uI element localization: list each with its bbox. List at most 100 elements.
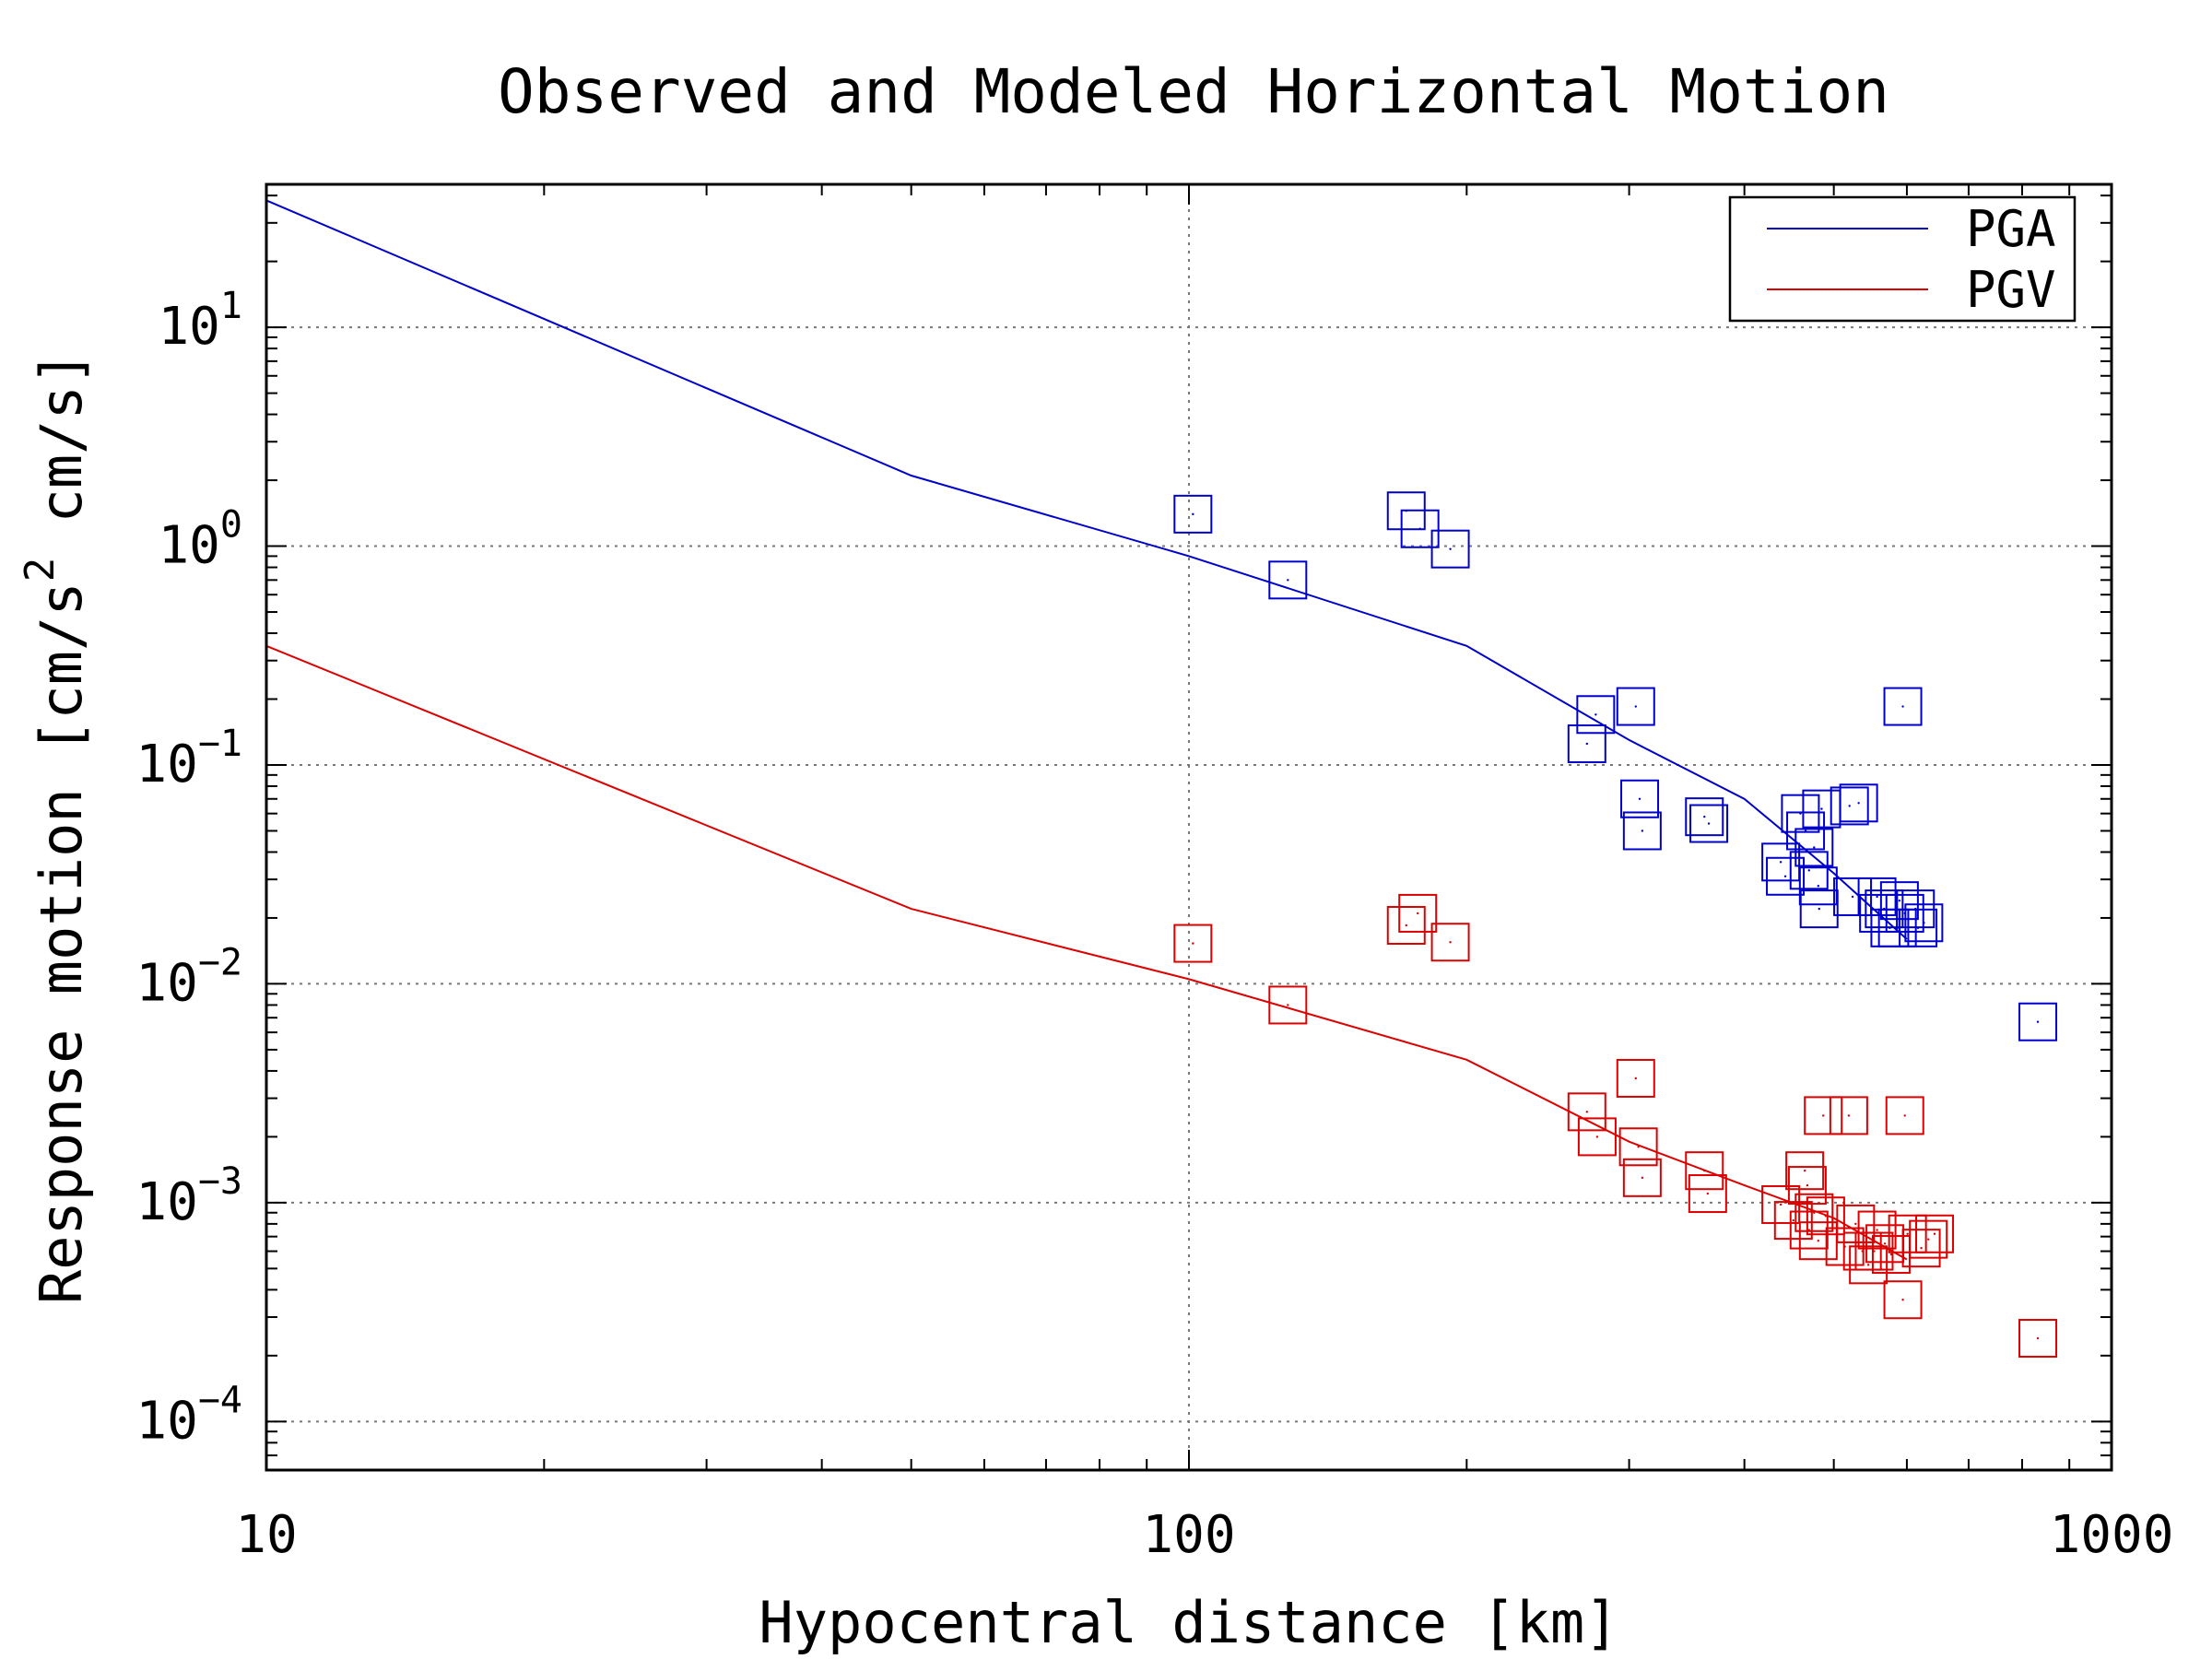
data-point-pga	[1786, 811, 1826, 851]
x-tick-labels: 10 100 1000	[235, 1505, 2173, 1565]
data-point-center-pgv	[1847, 1114, 1851, 1117]
data-point-pgv	[1268, 985, 1308, 1025]
data-point-center-pgv	[1920, 1246, 1923, 1250]
data-point-pgv	[1688, 1174, 1727, 1214]
data-point-center-pgv	[1192, 942, 1194, 945]
data-point-center-pga	[1449, 547, 1452, 550]
data-point-center-pga	[2036, 1020, 2040, 1023]
axis-ticks	[265, 184, 2112, 1471]
data-point-center-pgv	[1901, 1299, 1904, 1301]
data-point-pga	[1883, 687, 1923, 726]
x-tick-label: 1000	[2050, 1505, 2174, 1565]
data-point-pgv	[1829, 1096, 1868, 1135]
data-point-center-pgv	[1933, 1232, 1936, 1235]
data-point-center-pgv	[1876, 1229, 1878, 1231]
data-point-pga	[1620, 779, 1660, 818]
data-point-center-pga	[1916, 926, 1920, 930]
data-point-pgv	[1173, 924, 1213, 963]
data-point-pga	[1857, 877, 1897, 916]
data-point-center-pgv	[1287, 1004, 1289, 1006]
data-point-center-pgv	[1803, 1169, 1806, 1172]
data-point-pga	[1766, 856, 1806, 896]
data-point-center-pgv	[1854, 1222, 1857, 1226]
x-axis-label: Hypocentral distance [km]	[759, 1589, 1618, 1656]
legend-box	[1728, 195, 2077, 323]
data-point-center-pgv	[1641, 1176, 1644, 1180]
y-axis-label-tail: cm/s]	[28, 351, 95, 558]
data-point-center-pgv	[1703, 1169, 1706, 1172]
data-point-center-pgv	[1861, 1250, 1864, 1253]
data-point-center-pga	[1901, 705, 1904, 708]
data-point-center-pga	[1641, 830, 1644, 832]
data-point-pgv	[1685, 1151, 1724, 1191]
data-point-center-pgv	[2036, 1336, 2040, 1340]
chart-title: Observed and Modeled Horizontal Motion	[498, 56, 1889, 127]
data-point-center-pgv	[1822, 1114, 1825, 1117]
data-point-pgv	[1386, 905, 1426, 945]
y-axis-label-main: Response motion [cm/s	[28, 582, 95, 1304]
data-point-pgv	[2018, 1319, 2058, 1359]
data-point-pga	[1173, 494, 1213, 534]
data-point-center-pga	[1851, 895, 1854, 899]
data-point-pga	[1794, 828, 1834, 867]
y-tick-label: 10−1	[135, 723, 242, 794]
data-point-center-pga	[1418, 527, 1421, 530]
data-point-center-pga	[1804, 830, 1807, 832]
data-point-center-pga	[1898, 899, 1901, 902]
data-point-center-pga	[1820, 807, 1823, 810]
data-point-center-pgv	[1906, 1232, 1909, 1235]
data-point-pga	[1616, 687, 1655, 726]
data-point-pga	[1789, 851, 1829, 890]
data-point-pga	[1798, 866, 1838, 906]
legend-label-pgv: PGV	[1966, 261, 2056, 319]
data-point-pgv	[1773, 1201, 1813, 1241]
y-tick-label: 10−2	[135, 941, 242, 1013]
data-point-pga	[1622, 811, 1662, 851]
data-point-center-pga	[1707, 822, 1711, 825]
data-point-center-pgv	[1706, 1192, 1710, 1195]
data-point-pgv	[1398, 893, 1438, 933]
data-point-pga	[1833, 877, 1873, 916]
data-point-center-pgv	[1595, 1135, 1599, 1138]
data-point-pga	[1799, 889, 1839, 929]
data-point-pgv	[1909, 1219, 1948, 1259]
y-axis-label: Response motion [cm/s2 cm/s]	[17, 351, 95, 1304]
data-point-center-pga	[1807, 869, 1810, 872]
data-point-center-pga	[1783, 875, 1787, 877]
data-point-center-pga	[1848, 805, 1851, 807]
data-point-pga	[2018, 1002, 2058, 1041]
data-point-center-pgv	[1927, 1238, 1930, 1241]
data-point-center-pga	[1813, 846, 1816, 849]
data-point-pgv	[1430, 923, 1470, 962]
y-tick-label: 101	[158, 285, 242, 357]
model-line-pga	[265, 199, 1908, 940]
y-axis-label-superscript: 2	[17, 558, 64, 582]
legend: PGA PGV	[1728, 195, 2077, 323]
model-line-pgv	[265, 644, 1908, 1261]
data-point-center-pga	[1779, 861, 1783, 864]
data-point-pgv	[1618, 1127, 1658, 1167]
data-point-pgv	[1901, 1229, 1941, 1268]
data-point-pga	[1576, 695, 1616, 735]
model-lines	[265, 199, 1908, 1261]
data-point-center-pga	[1888, 926, 1891, 930]
data-point-center-pga	[1287, 579, 1289, 582]
data-point-pga	[1761, 842, 1801, 882]
data-point-pga	[1430, 529, 1470, 569]
data-point-center-pgv	[1637, 1146, 1640, 1148]
data-point-pgv	[1789, 1210, 1829, 1250]
data-point-pga	[1567, 724, 1606, 763]
data-point-center-pgv	[1817, 1239, 1820, 1242]
data-point-pgv	[1888, 1214, 1927, 1253]
data-point-center-pgv	[1585, 1111, 1588, 1113]
data-point-center-pgv	[1449, 941, 1452, 944]
y-tick-label: 10−3	[135, 1160, 242, 1232]
data-point-center-pgv	[1634, 1077, 1637, 1080]
data-point-center-pgv	[1813, 1211, 1816, 1214]
data-point-center-pgv	[1806, 1183, 1809, 1187]
y-tick-labels: 101 100 10−1 10−2 10−3 10−4	[135, 285, 242, 1451]
data-point-center-pga	[1638, 797, 1641, 800]
data-point-center-pgv	[1824, 1215, 1828, 1218]
data-point-pga	[1904, 903, 1944, 943]
